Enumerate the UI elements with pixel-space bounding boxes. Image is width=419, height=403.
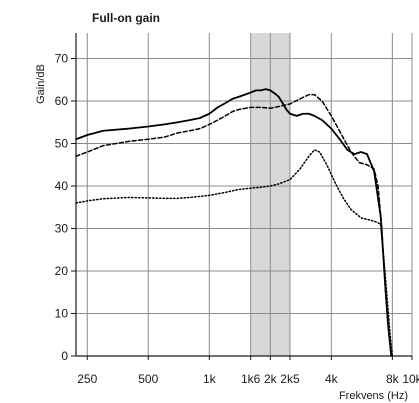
series-line-solid — [75, 88, 393, 357]
tick-label-layer: 250 500 1k 1k6 2k 2k5 4k 8k 10k 0 10 20 30 40 50 60 70 — [55, 33, 419, 386]
x-tick-label: 500 — [138, 372, 158, 386]
x-tick-label: 4k — [325, 372, 339, 386]
x-tick-label: 1k6 — [241, 372, 261, 386]
x-tick-label: 2k5 — [280, 372, 300, 386]
y-tick-label: 40 — [55, 179, 69, 193]
y-tick-label: 60 — [55, 94, 69, 108]
y-tick-label: 50 — [55, 137, 69, 151]
y-tick-label: 20 — [55, 264, 69, 278]
y-axis-label: Gain/dB — [35, 64, 47, 104]
y-tick-label: 10 — [55, 307, 69, 321]
series-line-dashed — [75, 93, 392, 357]
series-line-dotted — [75, 149, 394, 357]
x-tick-label: 8k — [386, 372, 400, 386]
y-tick-label: 0 — [61, 349, 68, 363]
x-tick-label: 2k — [264, 372, 278, 386]
x-axis-label: Frekvens (Hz) — [339, 390, 408, 402]
chart-title: Full-on gain — [92, 11, 160, 25]
x-tick-label: 1k — [203, 372, 217, 386]
x-tick-label: 250 — [77, 372, 97, 386]
x-tick-label: 10k — [402, 372, 419, 386]
y-tick-label: 30 — [55, 222, 69, 236]
grid-layer — [76, 33, 413, 356]
y-tick-label: 70 — [55, 52, 69, 66]
series-layer — [75, 88, 394, 357]
